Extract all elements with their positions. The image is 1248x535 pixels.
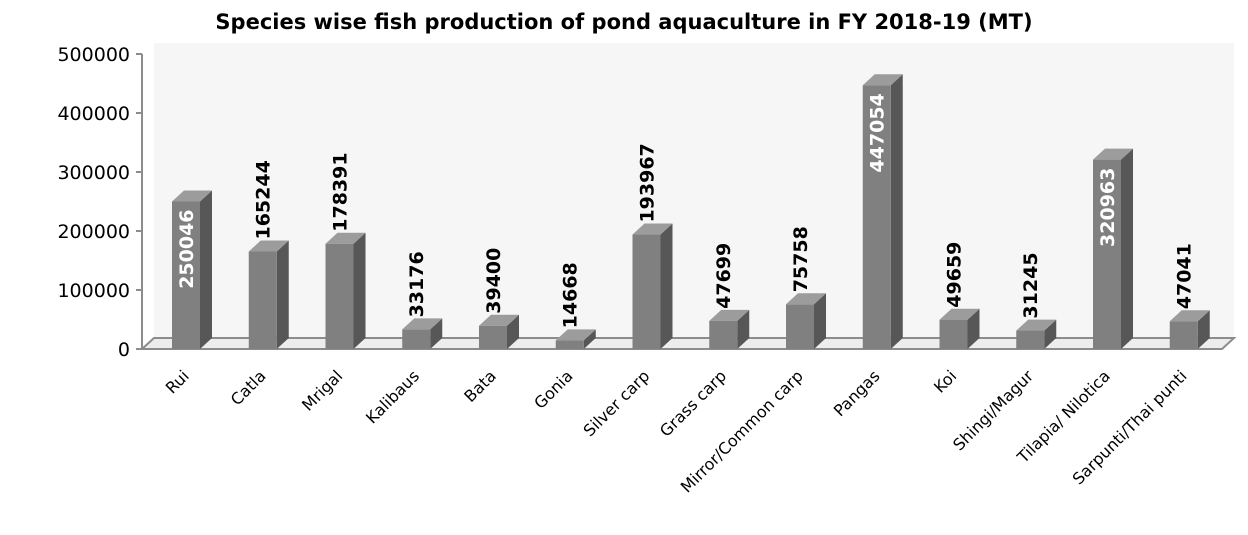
bar-side xyxy=(276,240,289,349)
x-tick-label: Koi xyxy=(930,366,960,396)
bar xyxy=(709,320,738,349)
data-label: 39400 xyxy=(483,248,505,314)
x-tick-label: Catla xyxy=(227,366,270,409)
x-tick-label: Shingi/Magur xyxy=(949,366,1037,454)
x-tick-label: Silver carp xyxy=(580,366,654,440)
x-tick-label: Mrigal xyxy=(298,366,346,414)
bar xyxy=(939,319,968,349)
bar xyxy=(1169,321,1198,349)
bar xyxy=(555,340,584,349)
bar-side xyxy=(200,190,212,349)
data-label: 14668 xyxy=(560,262,582,328)
data-label: 47699 xyxy=(713,243,735,309)
data-label: 165244 xyxy=(253,160,275,239)
bar-side xyxy=(1121,148,1133,349)
floor-plane xyxy=(139,337,1237,350)
bar xyxy=(1016,330,1045,349)
y-tick-label: 100000 xyxy=(57,280,130,302)
back-wall xyxy=(154,43,1234,338)
bar xyxy=(862,85,891,350)
data-label: 49659 xyxy=(944,242,966,308)
bar-side xyxy=(583,329,596,349)
bar-top xyxy=(479,314,519,326)
y-tick-label: 300000 xyxy=(57,162,130,184)
bar-top xyxy=(325,232,366,244)
x-tick-label: Rui xyxy=(162,366,193,397)
bar-top xyxy=(862,74,903,86)
data-label: 193967 xyxy=(637,143,659,222)
bar-side xyxy=(660,223,673,349)
data-label: 31245 xyxy=(1020,252,1042,318)
y-tick-label: 200000 xyxy=(57,221,130,243)
bar-top xyxy=(632,223,673,235)
bar-top xyxy=(939,308,980,320)
bar-top xyxy=(1169,310,1210,322)
x-tick-label: Kalibaus xyxy=(362,366,423,427)
data-label: 250046 xyxy=(176,209,198,288)
data-label: 320963 xyxy=(1097,168,1119,247)
data-label: 447054 xyxy=(867,93,889,172)
bar-side xyxy=(890,74,903,350)
bar xyxy=(325,243,354,349)
bar-top xyxy=(709,309,750,321)
bar-side xyxy=(507,314,519,349)
bar xyxy=(402,329,431,349)
data-label: 75758 xyxy=(790,226,812,292)
x-tick-label: Grass carp xyxy=(656,366,730,440)
bar-side xyxy=(967,308,980,349)
bar-side xyxy=(1197,310,1210,349)
bar xyxy=(632,234,661,349)
x-tick-label: Pangas xyxy=(830,366,884,420)
bar-side xyxy=(737,309,750,349)
bar-side xyxy=(1044,319,1057,349)
bar-top xyxy=(248,240,289,252)
bar-side xyxy=(814,293,826,349)
bar-side xyxy=(353,232,366,349)
bar-top xyxy=(402,318,443,330)
bar-top xyxy=(172,190,212,202)
y-tick-label: 500000 xyxy=(57,44,130,66)
y-tick-label: 400000 xyxy=(57,103,130,125)
bar xyxy=(479,325,507,349)
bar-top xyxy=(555,329,596,341)
bar-top xyxy=(1093,148,1133,160)
bar xyxy=(248,251,277,349)
bar xyxy=(172,201,200,349)
bar xyxy=(786,304,814,349)
chart-title: Species wise fish production of pond aqu… xyxy=(215,10,1033,34)
bar-side xyxy=(430,318,443,349)
y-tick-label: 0 xyxy=(118,339,130,361)
x-tick-label: Bata xyxy=(460,366,499,405)
data-label: 33176 xyxy=(406,251,428,317)
bar-top xyxy=(786,293,826,305)
data-label: 47041 xyxy=(1174,243,1196,309)
bar xyxy=(1093,159,1121,349)
x-tick-label: Gonia xyxy=(530,366,576,412)
bar-top xyxy=(1016,319,1057,331)
data-label: 178391 xyxy=(330,152,352,231)
